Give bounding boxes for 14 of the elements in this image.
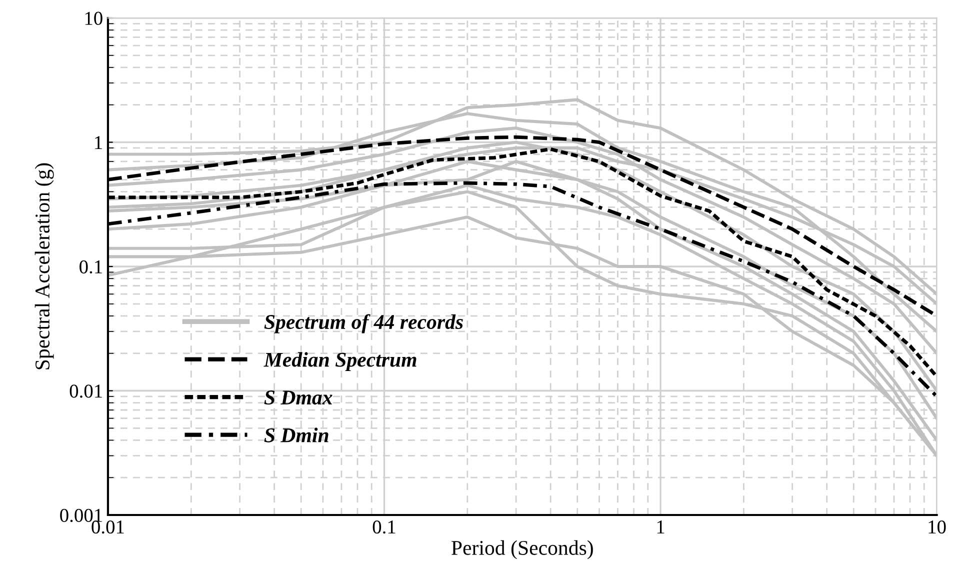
legend-label: S Dmin — [264, 428, 328, 442]
y-tick-label: 0.01 — [70, 384, 102, 398]
y-tick-label: 10 — [85, 12, 102, 25]
legend-label: Spectrum of 44 records — [264, 314, 463, 334]
y-tick-label: 0.1 — [80, 260, 102, 274]
y-tick-label: 0.001 — [60, 508, 102, 522]
x-tick-label: 10 — [928, 520, 946, 534]
legend-label: S Dmax — [264, 390, 332, 405]
legend-label: Median Spectrum — [264, 352, 416, 372]
x-tick-label: 1 — [657, 520, 664, 534]
x-axis-title: Period (Seconds) — [452, 540, 593, 560]
y-axis-title: Spectral Acceleration (g) — [34, 163, 54, 370]
x-tick-label: 0.1 — [372, 520, 396, 534]
y-tick-label: 1 — [95, 136, 102, 149]
